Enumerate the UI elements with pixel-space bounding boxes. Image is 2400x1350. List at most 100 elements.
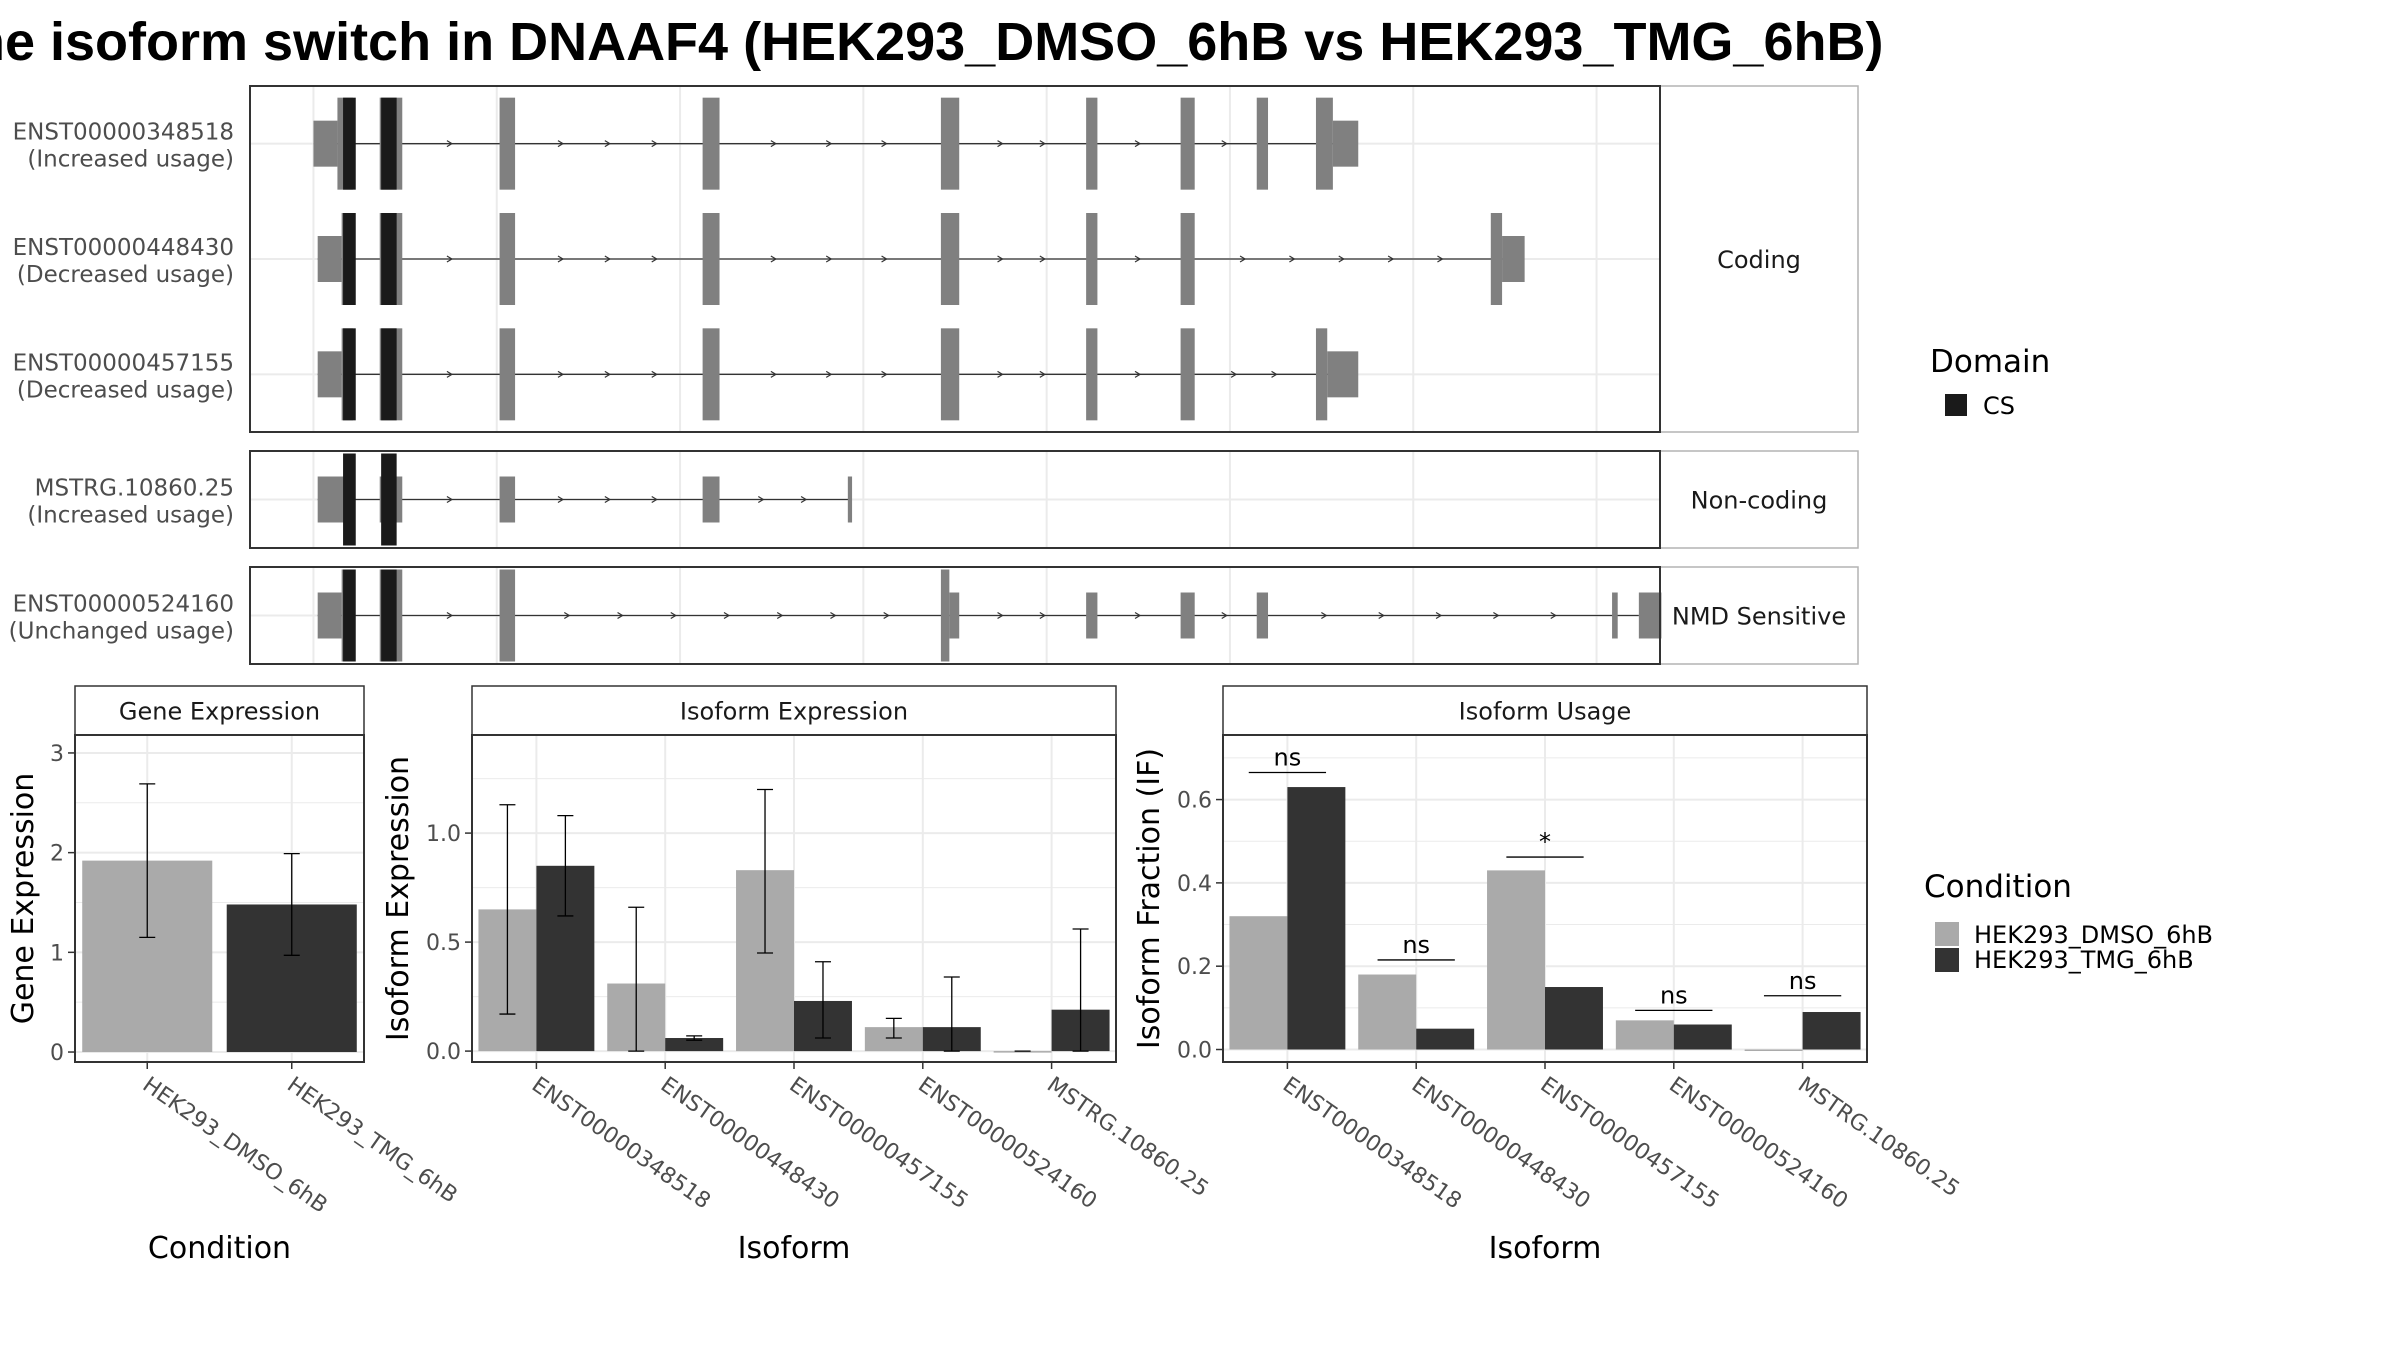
intron-arrow — [651, 370, 658, 378]
intron-arrow — [825, 255, 833, 263]
domain-cs — [381, 97, 397, 190]
y-tick-label: 2 — [50, 842, 64, 867]
legend-label-cs: CS — [1983, 392, 2015, 420]
domain-cs — [343, 213, 356, 305]
coding-exon — [940, 569, 950, 662]
intron-arrow — [557, 140, 565, 148]
utr-exon — [702, 476, 720, 523]
intron-arrow — [997, 140, 1004, 148]
isoform-id-label: ENST00000457155 — [13, 350, 234, 376]
intron-arrow — [883, 611, 890, 620]
facet-coding: Coding ENST00000348518(Increased usage) EN… — [13, 85, 1859, 433]
intron-arrow — [997, 370, 1004, 378]
intron-arrow — [1221, 140, 1228, 148]
intron-arrow — [770, 255, 778, 263]
intron-arrow — [604, 140, 612, 148]
intron-arrow — [881, 255, 888, 263]
intron-arrow — [563, 611, 571, 620]
coding-exon — [1086, 328, 1098, 421]
bar — [1673, 1024, 1732, 1050]
intron-arrow — [1039, 140, 1046, 148]
coding-exon — [940, 328, 960, 421]
utr-exon — [317, 351, 342, 398]
panel-border — [74, 734, 365, 1063]
legend-key-dmso — [1935, 922, 1959, 946]
y-tick-label: 0.2 — [1177, 955, 1212, 980]
y-tick-label: 1 — [50, 941, 64, 966]
intron-arrow — [446, 611, 454, 620]
intron-arrow — [997, 255, 1004, 263]
significance-label: ns — [1660, 981, 1688, 1009]
bar — [1615, 1020, 1674, 1050]
intron-arrow — [557, 255, 565, 263]
domain-cs — [381, 569, 397, 662]
intron-arrow — [1134, 140, 1142, 148]
intron-arrow — [1321, 611, 1328, 620]
utr-exon — [1638, 592, 1662, 639]
condition-legend-title: Condition — [1924, 869, 2072, 905]
domain-cs — [343, 453, 356, 546]
utr-exon — [1502, 236, 1525, 282]
y-axis-title: Isoform Expression — [381, 756, 416, 1041]
condition-legend: Condition HEK293_DMSO_6hB HEK293_TMG_6hB — [1924, 869, 2213, 974]
coding-exon — [499, 569, 516, 662]
facet-strip-label: Coding — [1717, 246, 1801, 274]
domain-cs — [343, 569, 356, 662]
bar — [1358, 974, 1417, 1050]
intron-arrow — [1039, 611, 1046, 620]
coding-exon — [702, 328, 720, 421]
isoform-id-label: ENST00000448430 — [13, 235, 234, 261]
isoform-row: MSTRG.10860.25(Increased usage) — [27, 453, 1660, 546]
y-tick-label: 0.5 — [426, 931, 461, 956]
intron-arrow — [1134, 370, 1142, 378]
y-axis-title: Gene Expression — [6, 773, 41, 1025]
bar — [1229, 916, 1288, 1050]
intron-arrow — [670, 611, 677, 620]
intron-arrow — [446, 370, 454, 378]
isoform-row: ENST00000448430(Decreased usage) — [13, 213, 1660, 305]
legend-key-tmg — [1935, 948, 1959, 972]
isoform-row: ENST00000524160(Unchanged usage) — [9, 569, 1662, 662]
isoform-row: ENST00000457155(Decreased usage) — [13, 328, 1660, 421]
intron-arrow — [881, 140, 888, 148]
panel-strip-label: Isoform Usage — [1459, 698, 1632, 726]
intron-arrow — [997, 611, 1004, 620]
significance-label: * — [1539, 828, 1551, 856]
intron-arrow — [651, 495, 658, 504]
intron-arrow — [651, 255, 658, 263]
figure-title: he isoform switch in DNAAF4 (HEK293_DMSO… — [0, 12, 1883, 72]
facet-border — [249, 450, 1661, 549]
bar — [665, 1038, 724, 1052]
significance-label: ns — [1274, 743, 1302, 771]
isoform-structure-plot: Coding ENST00000348518(Increased usage) EN… — [9, 85, 1859, 665]
intron-arrow — [1239, 255, 1247, 263]
domain-legend: Domain CS — [1930, 344, 2050, 420]
isoform-row: ENST00000348518(Increased usage) — [13, 97, 1660, 190]
intron-arrow — [881, 370, 888, 378]
facet-strip-label: NMD Sensitive — [1672, 603, 1846, 631]
coding-exon — [702, 213, 720, 305]
y-tick-label: 0.0 — [1177, 1039, 1212, 1064]
intron-arrow — [557, 495, 565, 504]
intron-arrow — [1221, 611, 1228, 620]
intron-arrow — [651, 140, 658, 148]
domain-cs — [381, 453, 397, 546]
coding-exon — [499, 213, 516, 305]
intron-arrow — [770, 140, 778, 148]
intron-arrow — [830, 611, 837, 620]
legend-key-cs — [1945, 394, 1967, 416]
isoform-id-label: MSTRG.10860.25 — [35, 476, 234, 502]
utr-exon — [1086, 592, 1098, 639]
bar — [1545, 987, 1603, 1050]
intron-arrow — [446, 140, 454, 148]
utr-exon — [313, 120, 338, 167]
facet-strip — [1659, 450, 1859, 549]
domain-cs — [381, 213, 397, 305]
intron-arrow — [1039, 255, 1046, 263]
coding-exon — [1180, 328, 1195, 421]
bar — [1416, 1028, 1475, 1050]
intron-arrow — [1039, 370, 1046, 378]
significance-label: ns — [1402, 931, 1430, 959]
intron-arrow — [446, 495, 454, 504]
intron-arrow — [800, 495, 808, 504]
